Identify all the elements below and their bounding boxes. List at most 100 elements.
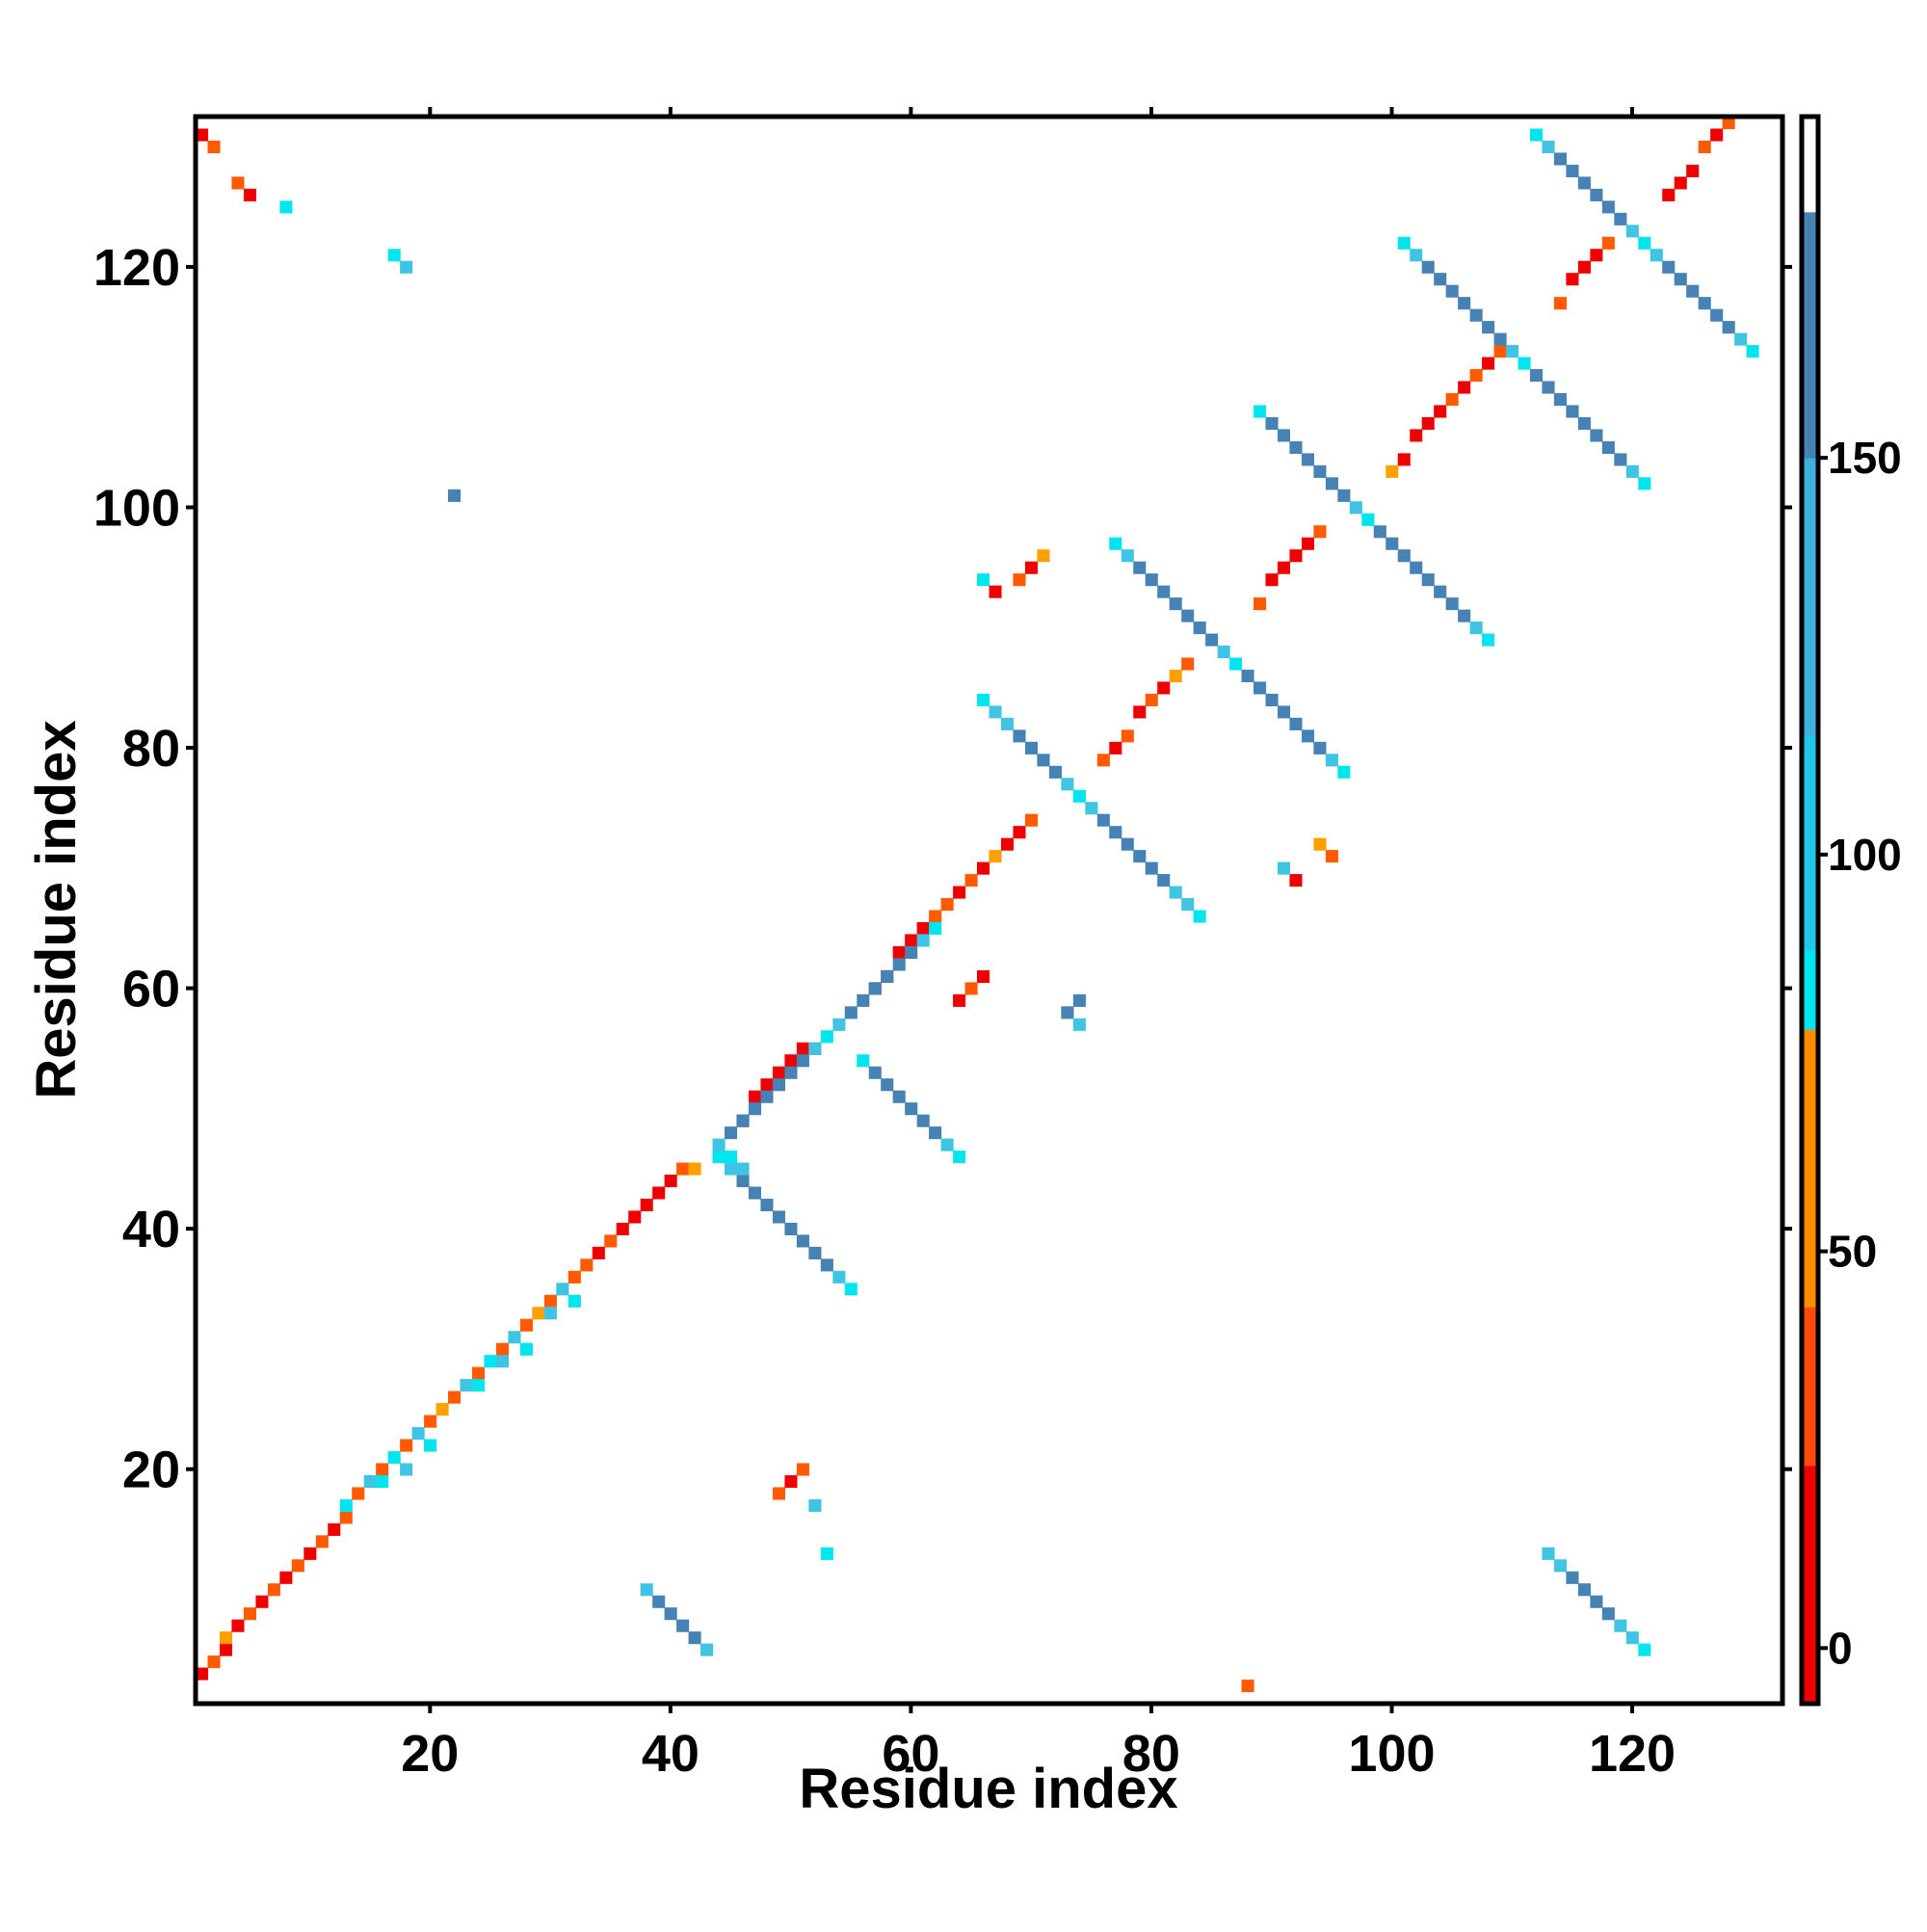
heatmap-cell xyxy=(808,1498,822,1512)
heatmap-cell xyxy=(1542,1547,1555,1560)
heatmap-cell xyxy=(929,1126,942,1140)
heatmap-cell xyxy=(964,982,978,995)
heatmap-cell xyxy=(796,1463,809,1476)
heatmap-cell xyxy=(1265,693,1279,706)
heatmap-cell xyxy=(448,489,462,502)
heatmap-cell xyxy=(820,1030,833,1044)
heatmap-cell xyxy=(916,921,930,936)
colorbar-tick-label: 0 xyxy=(1828,1623,1853,1673)
x-tick-label: 40 xyxy=(642,1725,700,1783)
heatmap-cell xyxy=(1254,597,1267,611)
heatmap-cell xyxy=(1096,754,1110,767)
heatmap-cell xyxy=(1566,405,1579,418)
heatmap-cell xyxy=(196,128,209,142)
heatmap-cell xyxy=(1458,609,1471,622)
heatmap-cell xyxy=(543,1294,557,1308)
heatmap-cells xyxy=(196,117,1759,1693)
heatmap-cell xyxy=(1349,501,1362,515)
heatmap-cell xyxy=(953,1151,966,1164)
heatmap-cell xyxy=(940,1138,954,1151)
heatmap-cell xyxy=(1085,802,1098,815)
heatmap-cell xyxy=(1445,597,1459,611)
heatmap-cell xyxy=(1590,429,1603,442)
heatmap-cell xyxy=(1361,513,1375,526)
heatmap-cell xyxy=(1674,176,1687,190)
heatmap-cell xyxy=(207,140,221,154)
heatmap-cell xyxy=(772,1487,785,1500)
heatmap-cell xyxy=(1577,176,1591,190)
colorbar-tick-label: 150 xyxy=(1828,433,1902,483)
heatmap-cell xyxy=(1000,717,1015,730)
heatmap-cell xyxy=(1650,249,1663,262)
heatmap-cell xyxy=(1061,778,1074,791)
heatmap-cell xyxy=(243,1607,256,1621)
colorbar-band xyxy=(1804,1029,1816,1308)
heatmap-cell xyxy=(1072,789,1086,803)
heatmap-cell xyxy=(196,1667,209,1681)
heatmap-cell xyxy=(1133,561,1147,574)
heatmap-cell xyxy=(568,1270,581,1284)
y-tick-label: 20 xyxy=(122,1442,180,1499)
heatmap-cell xyxy=(977,693,990,706)
heatmap-cell xyxy=(772,1210,785,1224)
heatmap-cell xyxy=(784,1054,798,1068)
heatmap-cell xyxy=(808,1042,822,1055)
heatmap-cell xyxy=(508,1331,521,1344)
heatmap-cell xyxy=(1686,284,1700,298)
heatmap-cell xyxy=(844,1283,858,1296)
heatmap-cell xyxy=(1590,188,1603,201)
heatmap-cell xyxy=(400,260,413,274)
heatmap-cell xyxy=(1638,236,1651,250)
heatmap-cell xyxy=(1181,609,1195,622)
heatmap-cell xyxy=(424,1415,437,1428)
heatmap-cell xyxy=(363,1474,377,1489)
heatmap-cell xyxy=(1254,681,1267,695)
heatmap-cell xyxy=(977,861,990,875)
heatmap-cell xyxy=(929,910,942,923)
colorbar-band xyxy=(1804,735,1816,951)
heatmap-cell xyxy=(1121,837,1134,851)
heatmap-cell xyxy=(1337,489,1351,502)
heatmap-cell xyxy=(1662,260,1676,274)
heatmap-cell xyxy=(1265,416,1279,431)
heatmap-cell xyxy=(1674,273,1687,286)
heatmap-cell xyxy=(760,1090,774,1103)
heatmap-cell xyxy=(640,1198,653,1212)
heatmap-cell xyxy=(1734,332,1748,346)
heatmap-cell xyxy=(1662,188,1676,201)
heatmap-cell xyxy=(796,1234,809,1248)
heatmap-cell xyxy=(291,1559,304,1573)
heatmap-cell xyxy=(1133,850,1147,863)
heatmap-cell xyxy=(1577,416,1591,431)
heatmap-cell xyxy=(748,1186,762,1200)
heatmap-cell xyxy=(905,934,918,947)
heatmap-cell xyxy=(953,886,966,899)
heatmap-cell xyxy=(1193,910,1206,923)
heatmap-cell xyxy=(1024,813,1039,827)
heatmap-cell xyxy=(1638,1643,1651,1656)
x-axis-label: Residue index xyxy=(799,1758,1177,1820)
heatmap-cell xyxy=(1096,813,1110,827)
y-tick-label: 80 xyxy=(122,720,180,778)
heatmap-cell xyxy=(892,945,906,960)
heatmap-cell xyxy=(328,1522,341,1536)
heatmap-cell xyxy=(231,176,245,190)
heatmap-cell xyxy=(1277,861,1291,875)
heatmap-cell xyxy=(1614,212,1627,225)
heatmap-cell xyxy=(1410,429,1423,442)
heatmap-cell xyxy=(1625,1631,1639,1645)
heatmap-cell xyxy=(760,1198,774,1212)
heatmap-cell xyxy=(772,1078,785,1092)
heatmap-cell xyxy=(1566,1571,1579,1584)
heatmap-cell xyxy=(495,1355,510,1368)
x-axis: 20 40 60 80 100 120 xyxy=(401,107,1676,1783)
heatmap-cell xyxy=(471,1366,486,1380)
heatmap-cell xyxy=(772,1066,785,1079)
heatmap-cell xyxy=(977,969,990,983)
heatmap-cell xyxy=(219,1643,233,1656)
heatmap-cell xyxy=(1386,464,1399,478)
heatmap-cell xyxy=(1482,357,1495,370)
heatmap-cell xyxy=(411,1427,425,1441)
heatmap-cell xyxy=(1301,729,1314,743)
